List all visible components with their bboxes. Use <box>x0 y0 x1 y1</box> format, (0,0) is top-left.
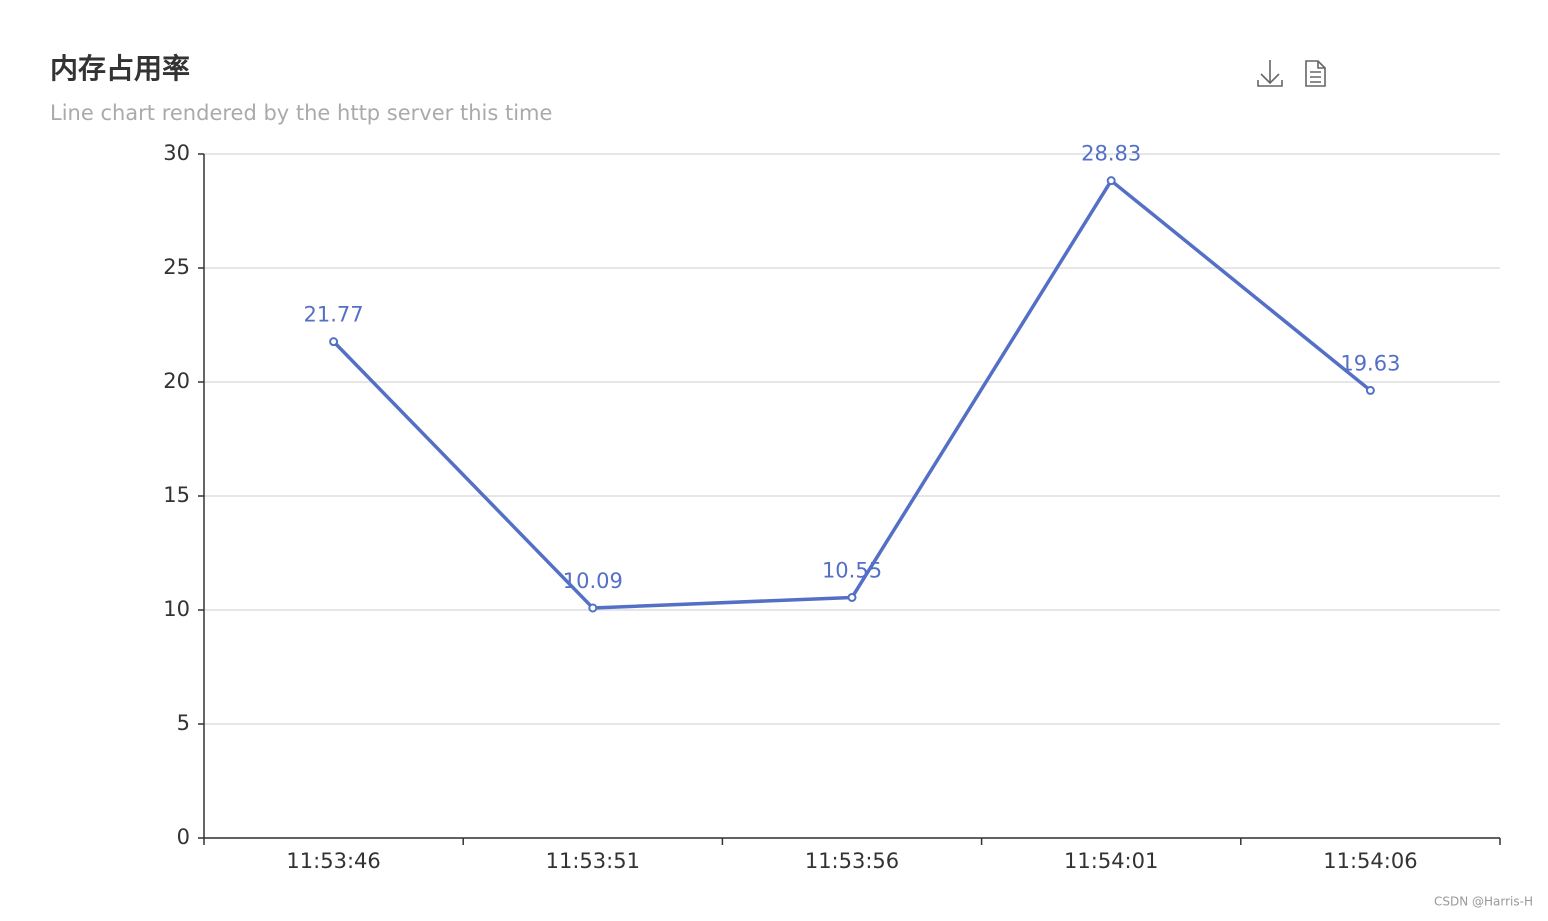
chart-title: 内存占用率 <box>50 52 190 85</box>
data-label: 10.09 <box>563 569 623 593</box>
y-tick-label: 15 <box>163 483 190 507</box>
y-tick-label: 0 <box>177 825 190 849</box>
y-tick-label: 25 <box>163 255 190 279</box>
point <box>329 337 339 347</box>
x-tick-label: 11:54:06 <box>1323 849 1417 873</box>
data-view-icon[interactable] <box>1305 60 1326 87</box>
line <box>332 178 1372 610</box>
watermark: CSDN @Harris-H <box>1434 895 1533 909</box>
toolbox[interactable] <box>1257 60 1326 87</box>
point <box>588 603 598 613</box>
point <box>1106 176 1116 186</box>
chart-subtitle: Line chart rendered by the http server t… <box>50 101 552 125</box>
x-tick-label: 11:53:46 <box>286 849 380 873</box>
y-tick-label: 5 <box>177 711 190 735</box>
x-tick-label: 11:53:56 <box>805 849 899 873</box>
save-icon[interactable] <box>1257 60 1283 87</box>
data-label: 19.63 <box>1340 351 1400 375</box>
point <box>1365 385 1375 395</box>
data-label: 21.77 <box>304 303 364 327</box>
y-tick-label: 10 <box>163 597 190 621</box>
y-tick-label: 20 <box>163 369 190 393</box>
data-label: 28.83 <box>1081 142 1141 166</box>
y-tick-label: 30 <box>163 141 190 165</box>
x-tick-label: 11:54:01 <box>1064 849 1158 873</box>
point <box>847 592 857 602</box>
data-label: 10.55 <box>822 558 882 582</box>
x-tick-label: 11:53:51 <box>546 849 640 873</box>
